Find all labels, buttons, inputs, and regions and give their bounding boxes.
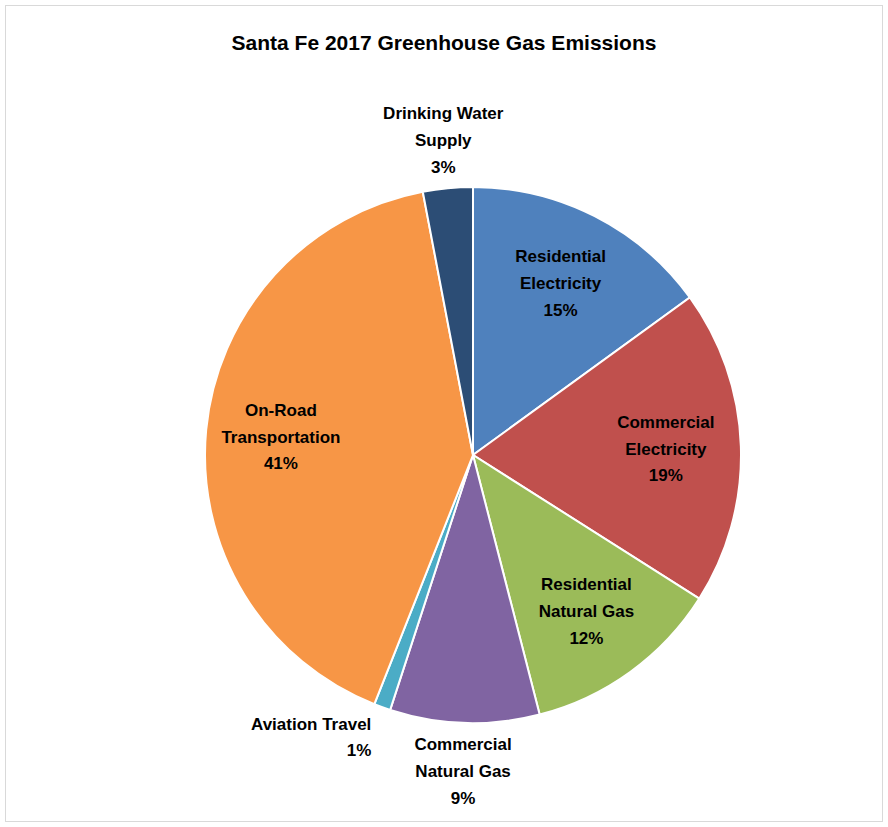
pie-slice xyxy=(423,187,473,455)
slice-value-label: 41% xyxy=(264,454,298,473)
slice-category-label: Residential Electricity xyxy=(515,247,606,293)
slice-category-label: Drinking Water Supply xyxy=(383,104,504,150)
label-line: Commercial xyxy=(414,735,511,754)
slice-value-label: 9% xyxy=(451,789,476,808)
pie xyxy=(205,187,741,723)
label-line: Electricity xyxy=(520,274,602,293)
slice-category-label: On-Road Transportation xyxy=(221,400,340,446)
slice-value-label: 12% xyxy=(569,629,603,648)
slice-label: Residential Electricity 15% xyxy=(515,247,606,320)
pie-slice xyxy=(205,192,473,704)
label-line: Natural Gas xyxy=(539,602,634,621)
label-line: Residential xyxy=(541,575,632,594)
label-line: Natural Gas xyxy=(415,762,510,781)
chart: Santa Fe 2017 Greenhouse Gas Emissions Re… xyxy=(0,0,888,827)
slice-label: On-Road Transportation 41% xyxy=(221,400,340,473)
label-line: Transportation xyxy=(221,427,340,446)
slice-label: Aviation Travel 1% xyxy=(251,714,371,760)
slice-category-label: Residential Natural Gas xyxy=(539,575,634,621)
slice-labels: Residential Electricity 15% Commercial Elect… xyxy=(221,104,714,808)
slice-category-label: Commercial Electricity xyxy=(617,412,714,458)
label-line: Supply xyxy=(415,131,472,150)
label-line: Residential xyxy=(515,247,606,266)
slice-value-label: 3% xyxy=(431,158,456,177)
slice-label: Drinking Water Supply 3% xyxy=(383,104,504,177)
label-line: Drinking Water xyxy=(383,104,504,123)
slice-value-label: 19% xyxy=(649,466,683,485)
label-line: On-Road xyxy=(245,400,317,419)
slice-label: Residential Natural Gas 12% xyxy=(539,575,634,648)
slice-value-label: 1% xyxy=(347,741,372,760)
label-line: Commercial xyxy=(617,412,714,431)
label-line: Aviation Travel xyxy=(251,714,371,733)
slice-value-label: 15% xyxy=(544,301,578,320)
chart-frame xyxy=(6,6,883,822)
slice-category-label: Commercial Natural Gas xyxy=(414,735,511,781)
chart-title: Santa Fe 2017 Greenhouse Gas Emissions xyxy=(232,31,657,54)
slice-label: Commercial Natural Gas 9% xyxy=(414,735,511,808)
label-line: Electricity xyxy=(625,439,707,458)
slice-category-label: Aviation Travel xyxy=(251,714,371,733)
slice-label: Commercial Electricity 19% xyxy=(617,412,714,485)
